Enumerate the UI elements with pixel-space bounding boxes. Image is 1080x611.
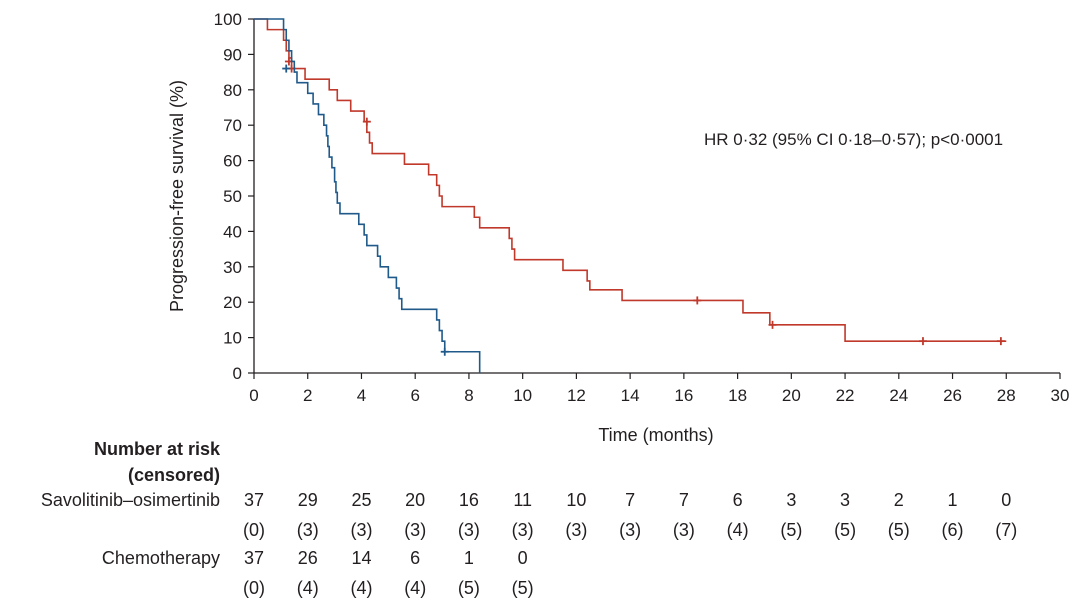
risk-censored-count: (4) (296, 578, 319, 598)
y-tick-label: 90 (223, 45, 242, 64)
risk-count: 7 (625, 490, 636, 510)
risk-censored-count: (5) (780, 520, 803, 540)
risk-count: 14 (351, 548, 372, 568)
risk-censored-count: (5) (457, 578, 480, 598)
risk-count: 10 (566, 490, 587, 510)
x-tick-label: 10 (513, 386, 532, 405)
x-tick-label: 4 (357, 386, 366, 405)
x-tick-label: 22 (836, 386, 855, 405)
risk-count: 0 (517, 548, 528, 568)
censor-mark (918, 337, 927, 346)
x-tick-label: 24 (889, 386, 908, 405)
x-tick-label: 26 (943, 386, 962, 405)
risk-censored-count: (4) (350, 578, 373, 598)
y-tick-label: 50 (223, 187, 242, 206)
risk-label-savolitinib: Savolitinib–osimertinib (40, 490, 220, 510)
series-line-chemotherapy (254, 18, 481, 373)
risk-count: 20 (405, 490, 426, 510)
risk-count: 7 (678, 490, 689, 510)
x-tick-label: 18 (728, 386, 747, 405)
risk-censored-count: (6) (941, 520, 964, 540)
hazard-ratio-annotation: HR 0·32 (95% CI 0·18–0·57); p<0·0001 (704, 130, 1003, 149)
risk-title-line1: Number at risk (93, 439, 220, 459)
x-tick-label: 28 (997, 386, 1016, 405)
censor-mark (362, 117, 371, 126)
y-tick-label: 70 (223, 116, 242, 135)
y-axis-title: Progression-free survival (%) (167, 80, 187, 312)
risk-censored-count: (0) (243, 578, 265, 598)
risk-censored-count: (3) (457, 520, 480, 540)
risk-censored-count: (5) (511, 578, 534, 598)
risk-title-line2: (censored) (127, 465, 220, 485)
censor-mark (996, 337, 1005, 346)
x-tick-label: 8 (464, 386, 473, 405)
x-tick-label: 0 (249, 386, 258, 405)
risk-censored-count: (5) (887, 520, 910, 540)
risk-censored-count: (3) (404, 520, 427, 540)
risk-count: 37 (243, 490, 265, 510)
risk-count: 3 (840, 490, 851, 510)
x-tick-label: 30 (1051, 386, 1070, 405)
y-tick-label: 0 (233, 364, 242, 383)
x-axis-title: Time (months) (598, 425, 713, 445)
km-chart: 0 2 4 6 8 10 12 14 16 18 20 22 24 26 28 300102030405060… (167, 10, 1070, 445)
x-tick-label: 2 (303, 386, 312, 405)
risk-count: 1 (463, 548, 474, 568)
risk-censored-count: (4) (726, 520, 749, 540)
censor-mark (282, 64, 291, 73)
x-tick-label: 20 (782, 386, 801, 405)
y-tick-label: 30 (223, 258, 242, 277)
risk-count: 6 (410, 548, 421, 568)
censor-mark (768, 320, 777, 329)
risk-count: 2 (893, 490, 904, 510)
risk-count: 6 (732, 490, 743, 510)
risk-count: 26 (297, 548, 318, 568)
series-layer (254, 18, 1007, 373)
risk-count: 0 (1001, 490, 1012, 510)
risk-censored-count: (3) (350, 520, 373, 540)
y-tick-label: 10 (223, 329, 242, 348)
risk-censored-count: (3) (296, 520, 319, 540)
risk-count: 37 (243, 548, 265, 568)
risk-censored-count: (3) (565, 520, 588, 540)
risk-count: 25 (351, 490, 372, 510)
risk-censored-count: (3) (672, 520, 695, 540)
x-tick-label: 16 (674, 386, 693, 405)
series-line-savolitinib (254, 18, 1007, 342)
censor-mark (693, 296, 702, 305)
y-tick-label: 40 (223, 222, 242, 241)
risk-count: 1 (947, 490, 958, 510)
x-tick-label: 6 (410, 386, 419, 405)
risk-label-chemotherapy: Chemotherapy (101, 548, 220, 568)
risk-table-title: Number at risk (censored) (94, 436, 220, 488)
risk-count: 3 (786, 490, 797, 510)
risk-count: 29 (297, 490, 318, 510)
risk-censored-count: (4) (404, 578, 427, 598)
risk-count: 16 (458, 490, 479, 510)
x-tick-label: 14 (621, 386, 640, 405)
risk-censored-count: (0) (243, 520, 265, 540)
risk-count: 11 (513, 490, 532, 510)
risk-censored-count: (3) (619, 520, 642, 540)
risk-censored-count: (3) (511, 520, 534, 540)
axes: 0 2 4 6 8 10 12 14 16 18 20 22 24 26 28 300102030405060… (214, 10, 1070, 405)
x-tick-label: 12 (567, 386, 586, 405)
y-tick-label: 20 (223, 293, 242, 312)
y-tick-label: 60 (223, 152, 242, 171)
y-tick-label: 100 (214, 10, 242, 29)
y-tick-label: 80 (223, 81, 242, 100)
censor-mark (440, 347, 449, 356)
risk-censored-count: (5) (834, 520, 857, 540)
risk-censored-count: (7) (995, 520, 1018, 540)
